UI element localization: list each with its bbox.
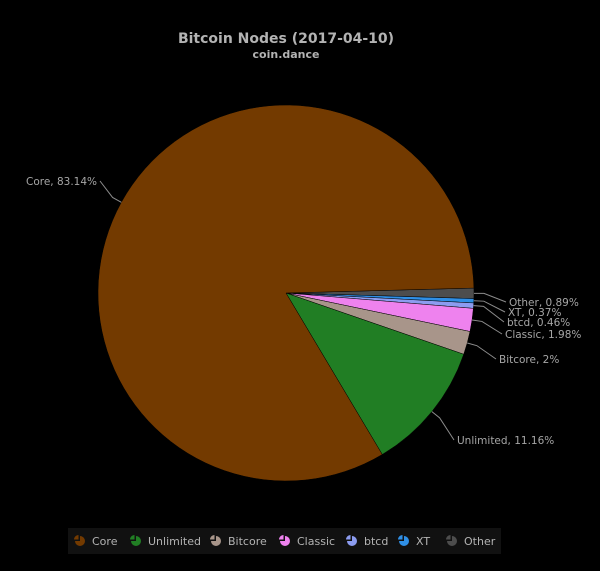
slice-labels: Other, 0.89%XT, 0.37%btcd, 0.46%Classic,… — [26, 176, 581, 447]
legend-item-core[interactable]: Core — [92, 535, 118, 548]
leader-line-unlimited — [431, 411, 455, 441]
slice-unlimited[interactable] — [285, 292, 465, 455]
slice-label-core: Core, 83.14% — [26, 176, 97, 188]
slice-label-classic: Classic, 1.98% — [505, 329, 581, 341]
leader-line-classic — [471, 319, 503, 335]
leader-line-bitcore — [467, 342, 497, 360]
leader-line-btcd — [473, 305, 505, 323]
legend-icon-unlimited — [130, 535, 141, 546]
slice-label-other: Other, 0.89% — [509, 297, 579, 309]
legend-item-btcd[interactable]: btcd — [364, 535, 388, 548]
slice-label-xt: XT, 0.37% — [508, 307, 561, 319]
slice-label-bitcore: Bitcore, 2% — [499, 354, 559, 366]
legend-icon-bitcore — [210, 535, 221, 546]
legend-icon-classic — [279, 535, 290, 546]
slice-label-unlimited: Unlimited, 11.16% — [457, 435, 554, 447]
leader-line-xt — [473, 300, 506, 313]
legend: Core Unlimited Bitcore Classic btcd XT Other — [74, 535, 496, 548]
slice-core[interactable] — [97, 104, 475, 482]
legend-item-unlimited[interactable]: Unlimited — [148, 535, 201, 548]
chart-title: Bitcoin Nodes (2017-04-10) — [178, 31, 394, 47]
legend-icon-xt — [398, 535, 409, 546]
slice-label-btcd: btcd, 0.46% — [507, 317, 570, 329]
chart-subtitle: coin.dance — [253, 48, 320, 61]
legend-icon-core — [74, 535, 85, 546]
legend-item-classic[interactable]: Classic — [297, 535, 335, 548]
legend-item-xt[interactable]: XT — [416, 535, 430, 548]
leader-line-other — [473, 292, 507, 303]
leader-line-core — [99, 180, 122, 203]
legend-item-other[interactable]: Other — [464, 535, 496, 548]
legend-icon-btcd — [346, 535, 357, 546]
legend-item-bitcore[interactable]: Bitcore — [228, 535, 267, 548]
pie-slices — [97, 104, 475, 482]
legend-icon-other — [446, 535, 457, 546]
